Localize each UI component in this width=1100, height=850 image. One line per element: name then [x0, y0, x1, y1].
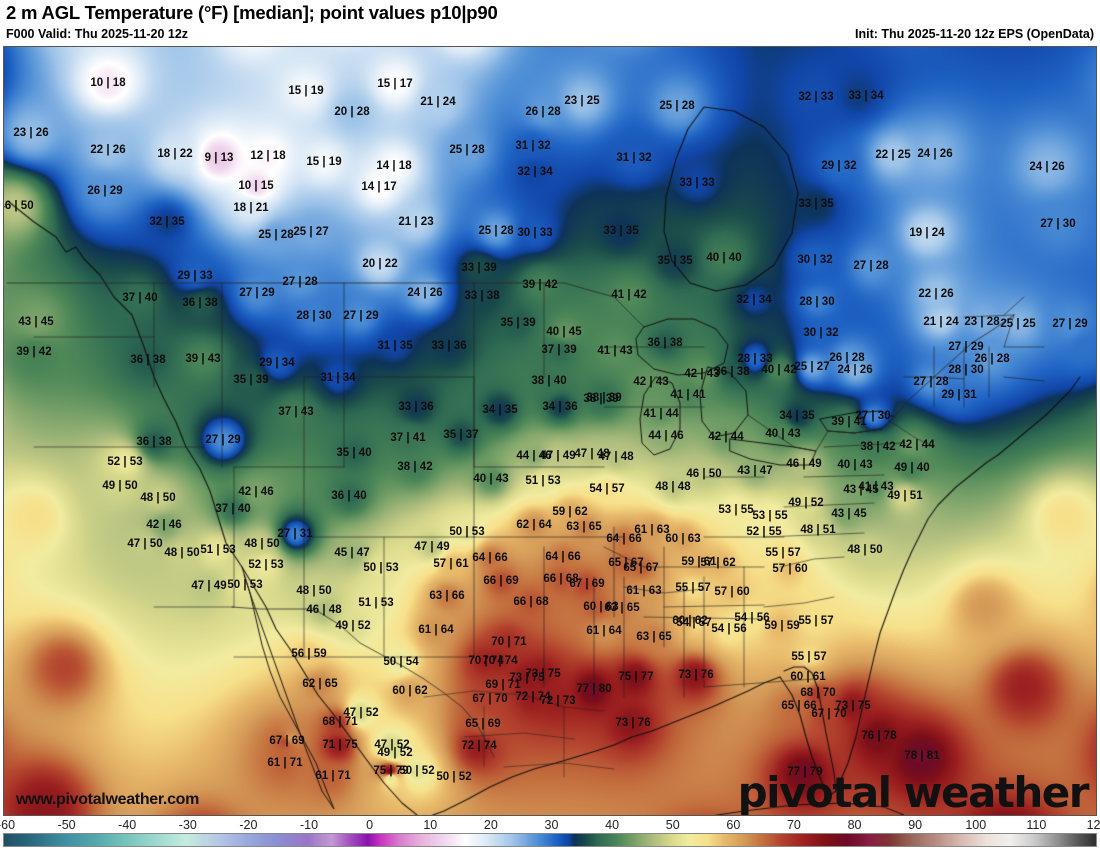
colorbar: -60 -50 -40 -30 -20 -10 0 10 20 30 40 50 60 70 80 90 100…	[0, 818, 1100, 848]
colorbar-tick: 90	[908, 818, 923, 832]
colorbar-tick: 80	[847, 818, 862, 832]
colorbar-tick: -30	[178, 818, 197, 832]
colorbar-tick: 30	[544, 818, 559, 832]
colorbar-gradient	[3, 833, 1097, 847]
colorbar-tick: 70	[786, 818, 801, 832]
colorbar-tick: 0	[366, 818, 374, 832]
colorbar-tick: -10	[300, 818, 319, 832]
page-title: 2 m AGL Temperature (°F) [median]; point…	[6, 2, 498, 23]
website-watermark: www.pivotalweather.com	[16, 791, 200, 808]
colorbar-tick: 40	[605, 818, 620, 832]
init-time-label: Init: Thu 2025-11-20 12z EPS (OpenData)	[855, 27, 1094, 41]
colorbar-tick: 120	[1086, 818, 1100, 832]
valid-time-label: F000 Valid: Thu 2025-11-20 12z	[6, 27, 189, 41]
colorbar-tick: 10	[423, 818, 438, 832]
colorbar-tick: -20	[239, 818, 258, 832]
colorbar-tick: 60	[726, 818, 741, 832]
colorbar-tick: 50	[665, 818, 680, 832]
colorbar-tick: 20	[483, 818, 498, 832]
map-header: 2 m AGL Temperature (°F) [median]; point…	[0, 0, 1100, 46]
colorbar-tick: 100	[965, 818, 987, 832]
temperature-map[interactable]: 10 | 18 23 | 26 18 | 22 22 | 26 9 | 13 12 | 1…	[3, 46, 1097, 816]
colorbar-ticks: -60 -50 -40 -30 -20 -10 0 10 20 30 40 50 60 70 80 90 100…	[0, 818, 1100, 833]
colorbar-tick: -60	[0, 818, 16, 832]
colorbar-tick: 110	[1026, 818, 1047, 832]
pivotal-weather-logo: pivotal weather	[737, 768, 1090, 816]
colorbar-tick: -40	[118, 818, 137, 832]
geo-boundaries-canvas	[4, 47, 1096, 815]
colorbar-tick: -50	[57, 818, 76, 832]
